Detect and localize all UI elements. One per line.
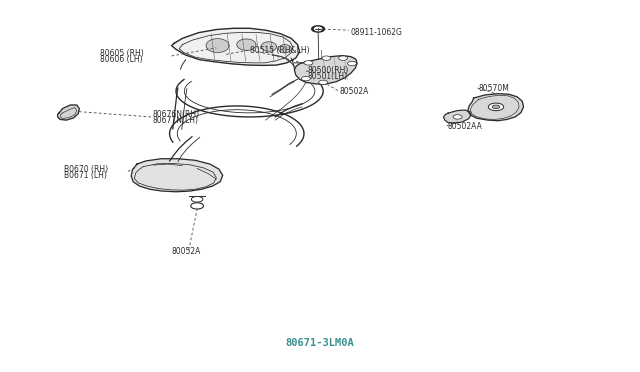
Text: 80502AA: 80502AA	[448, 122, 483, 131]
Text: 80605 (RH): 80605 (RH)	[100, 49, 144, 58]
Polygon shape	[131, 159, 223, 192]
Polygon shape	[206, 39, 229, 52]
Polygon shape	[278, 45, 291, 53]
Circle shape	[492, 105, 500, 109]
Polygon shape	[294, 56, 357, 84]
Text: B0671 (LH): B0671 (LH)	[64, 171, 107, 180]
Text: 80052A: 80052A	[172, 247, 201, 256]
Circle shape	[319, 80, 328, 84]
Text: 80502A: 80502A	[339, 87, 369, 96]
Circle shape	[301, 76, 310, 81]
Circle shape	[322, 56, 331, 60]
Text: 80606 (LH): 80606 (LH)	[100, 55, 143, 64]
Circle shape	[348, 61, 356, 66]
Text: 80515 (RH&LH): 80515 (RH&LH)	[250, 46, 309, 55]
Polygon shape	[172, 28, 300, 65]
Circle shape	[315, 27, 321, 31]
Circle shape	[488, 103, 504, 110]
Circle shape	[191, 203, 204, 209]
Text: 80676N(RH): 80676N(RH)	[152, 110, 200, 119]
Circle shape	[453, 115, 462, 119]
Polygon shape	[468, 94, 524, 121]
Text: 80677N(LH): 80677N(LH)	[152, 116, 198, 125]
Text: 80501(LH): 80501(LH)	[307, 72, 348, 81]
Polygon shape	[237, 39, 256, 50]
Text: B0670 (RH): B0670 (RH)	[64, 165, 108, 174]
Text: 08911-1062G: 08911-1062G	[351, 28, 403, 36]
Circle shape	[191, 196, 203, 202]
Circle shape	[304, 61, 313, 65]
Text: 80570M: 80570M	[479, 84, 509, 93]
Circle shape	[339, 56, 348, 60]
Polygon shape	[261, 42, 276, 51]
Text: 80671-3LM0A: 80671-3LM0A	[285, 338, 355, 348]
Polygon shape	[444, 110, 471, 123]
Polygon shape	[58, 105, 79, 120]
Text: 80500(RH): 80500(RH)	[307, 66, 349, 75]
Circle shape	[312, 26, 324, 32]
